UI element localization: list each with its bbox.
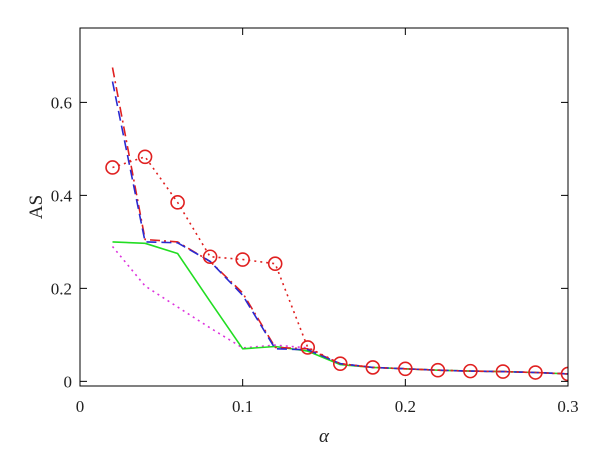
y-tick-label: 0.2 xyxy=(51,279,72,298)
y-tick-label: 0 xyxy=(64,372,73,391)
x-axis-label: α xyxy=(319,426,330,447)
data-point-marker xyxy=(560,366,568,382)
data-point-marker xyxy=(332,356,348,371)
data-point-marker xyxy=(235,252,250,267)
y-tick-label: 0.6 xyxy=(51,93,72,112)
y-axis-label: AS xyxy=(26,195,47,219)
data-point-marker xyxy=(300,340,316,355)
series-line-dashed xyxy=(111,81,568,375)
series-line-dotted xyxy=(111,245,568,375)
x-tick-label: 0 xyxy=(76,397,85,416)
series-layer xyxy=(105,67,568,382)
data-point-marker xyxy=(105,160,120,175)
x-tick-label: 0.2 xyxy=(395,397,416,416)
data-point-marker xyxy=(267,256,283,272)
data-point-marker xyxy=(398,361,413,377)
y-tick-label: 0.4 xyxy=(51,186,73,205)
data-point-marker xyxy=(463,363,478,379)
series-line-dash-dot xyxy=(111,67,568,375)
ticks-layer: 0 0.1 0.2 0.3 0 0.2 0.4 0.6 xyxy=(51,28,579,416)
series-line-dotted-circles xyxy=(112,156,568,375)
data-point-marker xyxy=(365,360,381,375)
data-point-marker xyxy=(170,195,185,210)
data-point-marker xyxy=(528,365,543,380)
plot-frame xyxy=(79,27,569,387)
series-line-solid xyxy=(112,241,568,375)
data-point-marker xyxy=(137,149,153,165)
data-point-marker xyxy=(430,362,446,378)
data-point-marker xyxy=(202,249,218,265)
data-point-marker xyxy=(495,364,511,379)
x-tick-label: 0.1 xyxy=(232,397,253,416)
x-tick-label: 0.3 xyxy=(557,397,578,416)
